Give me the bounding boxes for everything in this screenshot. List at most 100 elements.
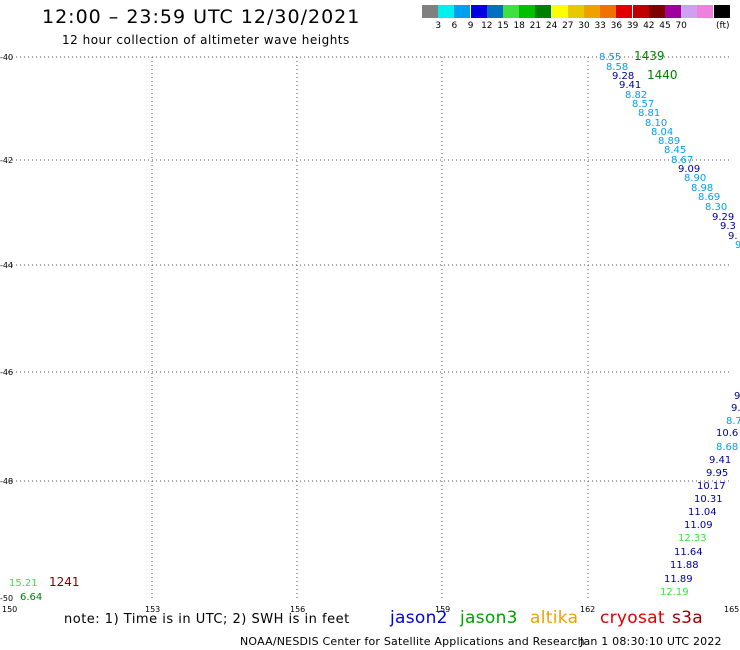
latitude-tick-label: -50 (0, 594, 13, 603)
wave-height-label: 11.09 (684, 520, 713, 531)
wave-height-label: 8.81 (638, 108, 660, 119)
colorbar-label: 33 (594, 21, 606, 31)
colorbar-label: 45 (659, 21, 671, 31)
colorbar-swatch (665, 5, 681, 18)
colorbar-swatch (422, 5, 438, 18)
wave-height-label: 8.89 (658, 136, 680, 147)
footer-note: note: 1) Time is in UTC; 2) SWH is in fe… (64, 612, 350, 627)
wave-height-label: 8.55 (599, 52, 621, 63)
pass-time-label: 1439 (634, 49, 665, 63)
colorbar-swatch (648, 5, 665, 18)
wave-height-label: 9.28 (612, 71, 634, 82)
colorbar-label: 9 (467, 21, 474, 31)
colorbar-swatch (454, 5, 471, 18)
colorbar-swatch (584, 5, 600, 18)
wave-height-label: 8.58 (606, 62, 628, 73)
wave-height-label: 11.89 (664, 574, 693, 585)
colorbar-label: 18 (513, 21, 525, 31)
wave-height-label: 8.90 (684, 173, 706, 184)
map-title: 12:00 – 23:59 UTC 12/30/2021 (42, 6, 361, 28)
colorbar-swatch (697, 5, 714, 18)
wave-height-label: 15.21 (9, 578, 38, 589)
colorbar-swatch (470, 5, 487, 18)
wave-height-label: 9.29 (712, 212, 734, 223)
wave-height-label: 8.67 (671, 155, 693, 166)
colorbar-label: 21 (529, 21, 542, 31)
colorbar-label: 24 (545, 21, 558, 31)
wave-height-label: 8.30 (705, 202, 727, 213)
credit: NOAA/NESDIS Center for Satellite Applica… (240, 635, 585, 648)
wave-height-label: 9.09 (678, 164, 700, 175)
colorbar-swatch (438, 5, 455, 18)
wave-height-label: 9. (731, 403, 740, 414)
colorbar-swatch (713, 5, 730, 18)
longitude-tick-label: 159 (435, 605, 450, 614)
colorbar-unit: (ft) (716, 21, 730, 31)
longitude-tick-label: 150 (2, 605, 17, 614)
colorbar-label: 70 (675, 21, 687, 31)
wave-height-label: 10.31 (694, 494, 723, 505)
wave-height-label: 9 (734, 391, 740, 402)
wave-height-label: 11.88 (670, 560, 699, 571)
legend-cryosat: cryosat (600, 608, 665, 628)
colorbar-swatch (681, 5, 698, 18)
colorbar-label: 3 (435, 21, 442, 31)
wave-height-label: 9.41 (619, 80, 641, 91)
colorbar-label: 12 (481, 21, 493, 31)
wave-height-label: 8.7 (726, 416, 740, 427)
latitude-tick-label: -48 (0, 477, 13, 486)
colorbar-label: 42 (643, 21, 655, 31)
pass-time-label: 1241 (49, 575, 80, 589)
colorbar-swatch (503, 5, 519, 18)
pass-time-label: 1440 (647, 68, 678, 82)
wave-height-label: 6.64 (20, 592, 42, 603)
colorbar-label: 6 (451, 21, 458, 31)
wave-height-points: 8.558.58 14399.289.418.828.578.818.108.04… (9, 49, 740, 603)
wave-height-label: 10.17 (697, 481, 726, 492)
wave-height-label: 8.10 (645, 118, 667, 129)
wave-height-label: 11.04 (688, 507, 717, 518)
wave-height-label: 12.19 (660, 587, 689, 598)
colorbar-label: 39 (626, 21, 639, 31)
colorbar-label: 36 (610, 21, 623, 31)
wave-height-label: 9.95 (706, 468, 728, 479)
colorbar-swatch (535, 5, 552, 18)
graticule (8, 56, 732, 598)
colorbar-label: 27 (562, 21, 574, 31)
wave-height-label: 9. (728, 231, 738, 242)
colorbar-swatch (600, 5, 617, 18)
colorbar-swatch (519, 5, 536, 18)
wave-height-label: 11.64 (674, 547, 703, 558)
colorbar-swatch (632, 5, 649, 18)
latitude-tick-label: -40 (0, 53, 13, 62)
longitude-tick-label: 156 (290, 605, 305, 614)
latitude-tick-label: -42 (0, 156, 13, 165)
colorbar-swatch (616, 5, 633, 18)
legend-jason2: jason2 (390, 608, 448, 628)
legend-jason3: jason3 (460, 608, 518, 628)
longitude-tick-label: 153 (145, 605, 160, 614)
wave-height-label: 10.6 (716, 428, 738, 439)
wave-height-label: 8.04 (651, 127, 673, 138)
wave-height-label: 9 (735, 240, 740, 251)
wave-height-label: 9.3 (720, 221, 736, 232)
longitude-tick-label: 162 (580, 605, 595, 614)
colorbar-swatch (567, 5, 584, 18)
colorbar-label: 15 (497, 21, 509, 31)
wave-height-label: 8.68 (716, 442, 738, 453)
wave-height-label: 8.82 (625, 90, 647, 101)
wave-height-label: 8.69 (698, 192, 720, 203)
latitude-tick-label: -46 (0, 368, 13, 377)
legend-altika: altika (530, 608, 579, 628)
axis-labels: 150 153 156 159 162 165 -40 -42 -44 -46 -48 -50 (0, 53, 739, 614)
wave-height-label: 8.57 (632, 99, 654, 110)
latitude-tick-label: -44 (0, 261, 13, 270)
colorbar-label: 30 (578, 21, 590, 31)
wave-height-label: 12.33 (678, 533, 707, 544)
colorbar-swatch (551, 5, 568, 18)
colorbar-swatch (486, 5, 503, 18)
wave-height-label: 8.45 (664, 145, 686, 156)
wave-height-label: 8.98 (691, 183, 713, 194)
credit-date: Jan 1 08:30:10 UTC 2022 (580, 635, 722, 648)
